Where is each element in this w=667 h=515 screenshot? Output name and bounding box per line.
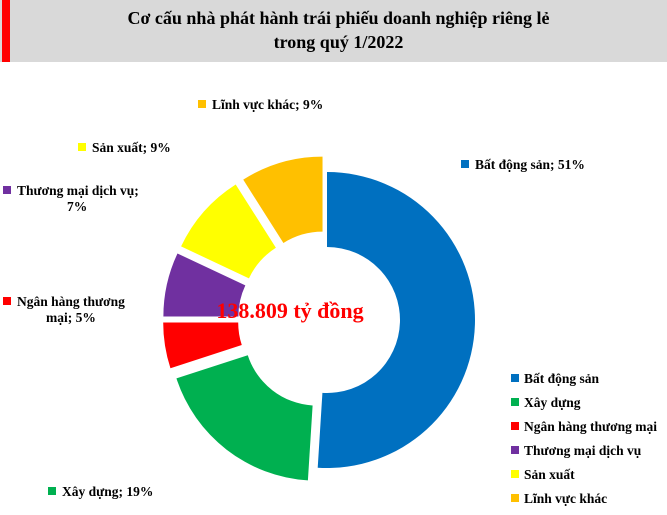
chart-title: Cơ cấu nhà phát hành trái phiếu doanh ng… xyxy=(10,6,667,54)
title-bar: Cơ cấu nhà phát hành trái phiếu doanh ng… xyxy=(0,0,667,62)
legend-item-linh-vuc-khac: Lĩnh vực khác xyxy=(511,491,657,507)
data-label-thuong-mai-dich-vu: Thương mại dịch vụ; 7% xyxy=(3,183,139,215)
swatch-san-xuat xyxy=(78,143,86,151)
center-total-label: 138.809 tỷ đồng xyxy=(216,298,364,323)
chart-legend: Bất động sản Xây dựng Ngân hàng thương m… xyxy=(511,371,657,515)
legend-swatch xyxy=(511,494,519,502)
donut-slice-xây-dựng xyxy=(176,355,313,481)
legend-item-thuong-mai-dich-vu: Thương mại dịch vụ xyxy=(511,443,657,459)
title-accent-bar xyxy=(2,0,10,62)
donut-slice-bất-động-sản xyxy=(317,172,476,468)
chart-title-line-1: Cơ cấu nhà phát hành trái phiếu doanh ng… xyxy=(127,8,550,28)
legend-swatch xyxy=(511,374,519,382)
swatch-thuong-mai-dich-vu xyxy=(3,186,11,194)
donut-slice-thương-mại-dịch-vụ xyxy=(163,253,246,317)
legend-item-bat-dong-san: Bất động sản xyxy=(511,371,657,387)
legend-swatch xyxy=(511,422,519,430)
swatch-xay-dung xyxy=(48,487,56,495)
swatch-ngan-hang xyxy=(3,297,11,305)
legend-swatch xyxy=(511,398,519,406)
legend-swatch xyxy=(511,446,519,454)
donut-slice-lĩnh-vực-khác xyxy=(243,156,323,243)
data-label-xay-dung: Xây dựng; 19% xyxy=(48,484,153,500)
legend-item-ngan-hang-thuong-mai: Ngân hàng thương mại xyxy=(511,419,657,435)
chart-title-line-2: trong quý 1/2022 xyxy=(273,32,404,52)
data-label-ngan-hang-thuong-mai: Ngân hàng thương mại; 5% xyxy=(3,294,125,326)
data-label-bat-dong-san: Bất động sản; 51% xyxy=(461,157,585,173)
data-label-linh-vuc-khac: Lĩnh vực khác; 9% xyxy=(198,97,323,113)
legend-item-san-xuat: Sản xuất xyxy=(511,467,657,483)
swatch-bat-dong-san xyxy=(461,160,469,168)
swatch-linh-vuc-khac xyxy=(198,100,206,108)
donut-slice-ngân-hàng-thương-mại xyxy=(163,322,242,369)
legend-item-xay-dung: Xây dựng xyxy=(511,395,657,411)
legend-swatch xyxy=(511,470,519,478)
data-label-san-xuat: Sản xuất; 9% xyxy=(78,140,171,156)
donut-slice-sản-xuất xyxy=(181,184,276,279)
